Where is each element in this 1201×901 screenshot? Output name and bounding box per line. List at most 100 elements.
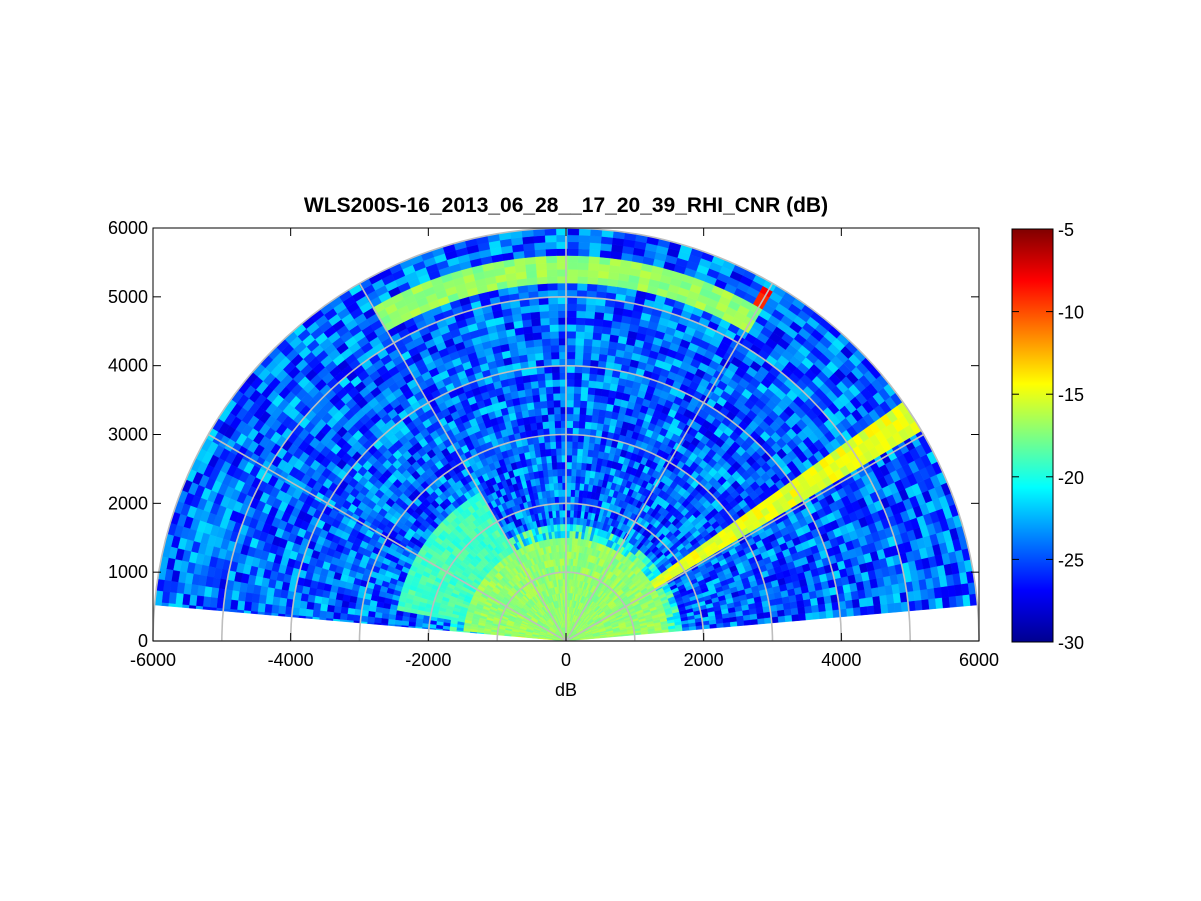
heatmap-cell <box>551 468 558 477</box>
heatmap-cell <box>554 427 562 435</box>
heatmap-cell <box>554 420 561 429</box>
heatmap-cell <box>582 352 592 361</box>
heatmap-cell <box>599 339 610 349</box>
heatmap-cell <box>577 441 584 450</box>
heatmap-cell <box>536 276 548 285</box>
heatmap-cell <box>584 310 596 319</box>
heatmap-cell <box>547 282 558 291</box>
heatmap-cell <box>535 262 547 271</box>
heatmap-cell <box>921 598 930 611</box>
heatmap-cell <box>566 510 571 518</box>
heatmap-cell <box>550 351 560 360</box>
heatmap-cell <box>525 270 537 279</box>
heatmap-cell <box>568 544 572 552</box>
heatmap-cell <box>557 482 563 490</box>
heatmap-cell <box>552 475 558 484</box>
heatmap-cell <box>541 338 551 347</box>
heatmap-cell <box>586 400 594 409</box>
heatmap-cell <box>541 421 550 430</box>
heatmap-cell <box>559 516 564 525</box>
heatmap-cell <box>574 358 583 367</box>
heatmap-cell <box>555 448 562 456</box>
heatmap-cell <box>825 609 834 619</box>
heatmap-cell <box>545 455 552 464</box>
heatmap-cell <box>527 284 539 293</box>
heatmap-cell <box>598 256 611 266</box>
heatmap-cell <box>599 249 612 259</box>
heatmap-cell <box>599 402 608 411</box>
heatmap-cell <box>566 461 572 470</box>
heatmap-cell <box>811 604 820 613</box>
heatmap-cell <box>948 595 958 608</box>
heatmap-cell <box>520 312 532 321</box>
heatmap-cell <box>523 249 536 259</box>
heatmap-cell <box>566 503 571 511</box>
heatmap-cell <box>552 386 561 394</box>
heatmap-cell <box>531 387 540 396</box>
heatmap-cell <box>573 393 581 401</box>
heatmap-cell <box>566 441 573 449</box>
heatmap-cell <box>549 441 557 450</box>
heatmap-cell <box>581 448 589 457</box>
heatmap-cell <box>553 489 559 498</box>
heatmap-cell <box>566 448 573 456</box>
heatmap-cell <box>586 456 593 465</box>
heatmap-cell <box>571 455 578 463</box>
heatmap-cell <box>533 345 544 354</box>
heatmap-cell <box>525 346 536 355</box>
heatmap-cell <box>587 387 596 396</box>
heatmap-cell <box>537 380 546 389</box>
heatmap-cell <box>558 496 563 504</box>
heatmap-cell <box>582 441 590 450</box>
heatmap-cell <box>797 606 806 615</box>
heatmap-cell <box>566 468 572 477</box>
heatmap-cell <box>570 475 577 484</box>
heatmap-cell <box>568 551 572 559</box>
heatmap-cell <box>743 619 752 626</box>
heatmap-cell <box>556 455 562 463</box>
heatmap-cell <box>573 496 579 505</box>
heatmap-cell <box>550 455 557 463</box>
heatmap-cell <box>575 462 582 470</box>
heatmap-cell <box>595 380 604 390</box>
heatmap-cell <box>601 326 612 335</box>
heatmap-cell <box>566 399 574 408</box>
heatmap-cell <box>577 269 589 278</box>
heatmap-cell <box>549 331 559 339</box>
heatmap-cell <box>568 537 573 546</box>
heatmap-cell <box>858 597 868 608</box>
heatmap-cell <box>548 310 559 319</box>
heatmap-cell <box>566 379 575 387</box>
heatmap-cell <box>777 615 786 623</box>
heatmap-cell <box>824 602 833 612</box>
heatmap-cell <box>542 345 552 354</box>
heatmap-cell <box>538 386 547 395</box>
heatmap-cell <box>846 607 855 617</box>
heatmap-cell <box>567 248 579 256</box>
heatmap-cell <box>544 241 557 250</box>
heatmap-cell <box>526 277 538 286</box>
heatmap-cell <box>603 375 612 384</box>
heatmap-cell <box>567 255 579 263</box>
heatmap-cell <box>549 324 559 332</box>
heatmap-cell <box>588 255 600 265</box>
heatmap-cell <box>585 304 596 313</box>
chart-title: WLS200S-16_2013_06_28__17_20_39_RHI_CNR … <box>304 194 828 217</box>
heatmap-cell <box>600 333 611 342</box>
heatmap-cell <box>539 317 550 326</box>
heatmap-cell <box>879 594 888 605</box>
heatmap-cell <box>570 482 576 491</box>
heatmap-cell <box>570 468 577 477</box>
heatmap-cell <box>811 611 820 620</box>
heatmap-cell <box>574 482 581 491</box>
heatmap-cell <box>550 448 557 456</box>
heatmap-cell <box>532 394 541 403</box>
heatmap-cell <box>566 317 577 325</box>
heatmap-cell <box>803 598 812 607</box>
heatmap-cell <box>817 603 827 612</box>
heatmap-cell <box>578 489 584 498</box>
heatmap-cell <box>548 303 559 312</box>
heatmap-cell <box>566 413 574 422</box>
heatmap-cell <box>551 462 558 470</box>
